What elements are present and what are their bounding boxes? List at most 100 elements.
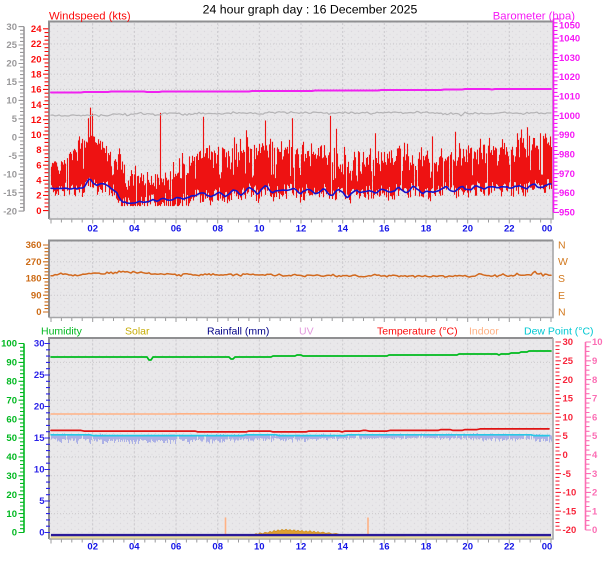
- svg-text:N: N: [558, 307, 566, 319]
- svg-text:-20: -20: [3, 206, 17, 217]
- svg-text:25: 25: [34, 370, 45, 381]
- svg-text:14: 14: [337, 224, 348, 235]
- svg-text:20: 20: [6, 59, 17, 70]
- svg-text:5: 5: [592, 431, 598, 442]
- svg-text:-10: -10: [563, 488, 577, 499]
- svg-text:960: 960: [559, 188, 575, 199]
- svg-text:12: 12: [31, 115, 42, 126]
- svg-text:20: 20: [34, 402, 45, 413]
- svg-text:02: 02: [87, 542, 98, 553]
- svg-text:W: W: [558, 256, 568, 268]
- svg-text:Barometer (hpa): Barometer (hpa): [493, 11, 575, 23]
- svg-text:08: 08: [212, 224, 223, 235]
- svg-text:1040: 1040: [559, 34, 580, 45]
- svg-text:-5: -5: [563, 469, 572, 480]
- svg-text:0: 0: [12, 528, 17, 539]
- svg-text:5: 5: [563, 431, 569, 442]
- svg-text:30: 30: [6, 471, 17, 482]
- svg-text:16: 16: [379, 224, 390, 235]
- svg-text:06: 06: [171, 224, 182, 235]
- svg-text:24: 24: [31, 24, 42, 35]
- svg-text:0: 0: [12, 133, 17, 144]
- svg-text:-15: -15: [563, 506, 577, 517]
- svg-text:14: 14: [337, 542, 348, 553]
- svg-text:20: 20: [462, 224, 473, 235]
- svg-text:70: 70: [6, 395, 17, 406]
- svg-text:5: 5: [39, 496, 45, 507]
- svg-text:1: 1: [592, 506, 598, 517]
- svg-text:270: 270: [26, 257, 42, 268]
- svg-text:950: 950: [559, 208, 575, 219]
- svg-text:990: 990: [559, 130, 575, 141]
- svg-text:N: N: [558, 240, 566, 252]
- svg-text:E: E: [558, 290, 565, 302]
- svg-text:80: 80: [6, 377, 17, 388]
- svg-text:180: 180: [26, 274, 42, 285]
- svg-text:360: 360: [26, 240, 42, 251]
- svg-text:15: 15: [6, 77, 17, 88]
- svg-text:2: 2: [36, 191, 41, 202]
- svg-text:25: 25: [6, 40, 17, 51]
- svg-text:9: 9: [592, 356, 597, 367]
- svg-text:-10: -10: [3, 169, 17, 180]
- svg-text:90: 90: [6, 358, 17, 369]
- svg-text:10: 10: [31, 130, 42, 141]
- svg-text:980: 980: [559, 150, 575, 161]
- svg-text:00: 00: [542, 542, 553, 553]
- svg-text:12: 12: [296, 224, 307, 235]
- svg-text:08: 08: [212, 542, 223, 553]
- svg-text:00: 00: [542, 224, 553, 235]
- svg-text:970: 970: [559, 169, 575, 180]
- svg-text:30: 30: [34, 339, 45, 350]
- svg-text:4: 4: [592, 450, 598, 461]
- svg-text:1050: 1050: [559, 21, 580, 32]
- svg-text:Windspeed (kts): Windspeed (kts): [49, 11, 131, 23]
- svg-text:02: 02: [87, 224, 98, 235]
- svg-text:18: 18: [421, 542, 432, 553]
- svg-text:10: 10: [592, 337, 603, 348]
- svg-text:1010: 1010: [559, 92, 580, 103]
- svg-text:4: 4: [36, 176, 42, 187]
- svg-text:Temperature (°C): Temperature (°C): [377, 326, 458, 338]
- svg-text:10: 10: [34, 465, 45, 476]
- svg-text:22: 22: [504, 224, 515, 235]
- svg-text:S: S: [558, 273, 565, 285]
- svg-text:0: 0: [36, 206, 41, 217]
- svg-text:90: 90: [31, 290, 42, 301]
- svg-text:Solar: Solar: [125, 326, 150, 338]
- svg-text:8: 8: [36, 145, 41, 156]
- svg-text:50: 50: [6, 433, 17, 444]
- svg-text:0: 0: [36, 307, 41, 318]
- svg-text:10: 10: [6, 509, 17, 520]
- svg-text:10: 10: [6, 96, 17, 107]
- svg-text:6: 6: [592, 412, 597, 423]
- svg-text:Humidity: Humidity: [41, 326, 83, 338]
- svg-text:1020: 1020: [559, 72, 580, 83]
- svg-text:0: 0: [592, 525, 597, 536]
- svg-text:06: 06: [171, 542, 182, 553]
- svg-text:0: 0: [563, 450, 568, 461]
- svg-text:25: 25: [563, 356, 574, 367]
- svg-text:-20: -20: [563, 525, 577, 536]
- svg-text:-5: -5: [9, 151, 18, 162]
- svg-text:0: 0: [39, 528, 44, 539]
- svg-text:30: 30: [563, 337, 574, 348]
- svg-text:6: 6: [36, 160, 41, 171]
- svg-text:7: 7: [592, 394, 597, 405]
- svg-text:-15: -15: [3, 188, 17, 199]
- svg-text:3: 3: [592, 469, 597, 480]
- svg-text:Dew Point (°C): Dew Point (°C): [524, 326, 594, 338]
- svg-text:10: 10: [254, 224, 265, 235]
- svg-text:15: 15: [34, 433, 45, 444]
- svg-text:1030: 1030: [559, 53, 580, 64]
- svg-text:12: 12: [296, 542, 307, 553]
- svg-text:20: 20: [462, 542, 473, 553]
- svg-text:16: 16: [379, 542, 390, 553]
- svg-text:30: 30: [6, 22, 17, 33]
- svg-text:Rainfall (mm): Rainfall (mm): [207, 326, 269, 338]
- svg-text:04: 04: [129, 224, 140, 235]
- svg-text:16: 16: [31, 85, 42, 96]
- svg-text:100: 100: [1, 339, 17, 350]
- svg-text:5: 5: [12, 114, 18, 125]
- svg-text:60: 60: [6, 414, 17, 425]
